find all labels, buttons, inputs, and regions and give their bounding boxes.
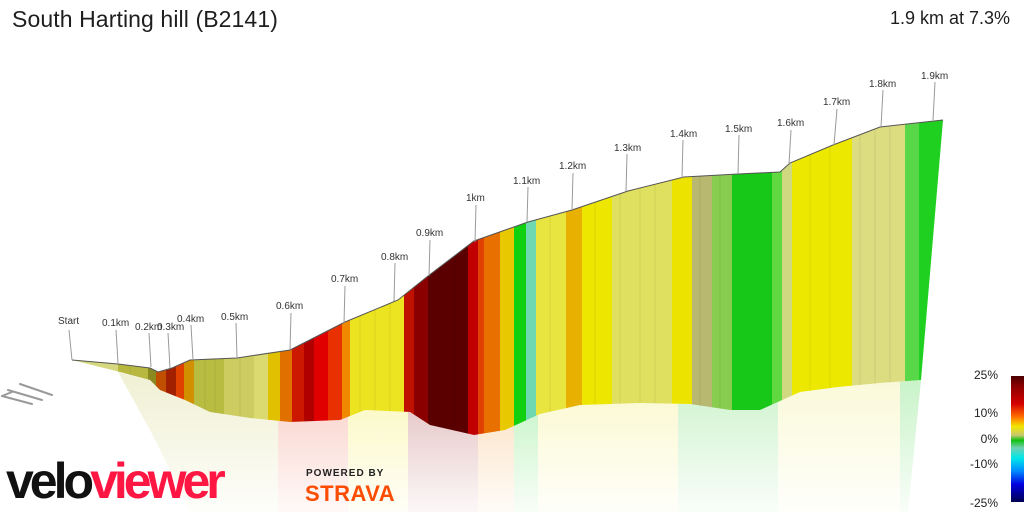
marker-label-0.4km: 0.4km bbox=[177, 314, 204, 325]
marker-label-0.7km: 0.7km bbox=[331, 274, 358, 285]
marker-label-1.2km: 1.2km bbox=[559, 161, 586, 172]
veloviewer-logo: veloviewer bbox=[6, 453, 226, 509]
axis-orientation-icon bbox=[1, 383, 53, 405]
marker-label-1.4km: 1.4km bbox=[670, 129, 697, 140]
marker-label-0.6km: 0.6km bbox=[276, 301, 303, 312]
marker-label-0.2km: 0.2km bbox=[135, 322, 162, 333]
marker-label-1.1km: 1.1km bbox=[513, 176, 540, 187]
legend-label-10: 10% bbox=[973, 406, 998, 420]
legend-label-0: 0% bbox=[980, 432, 998, 446]
segment-title: South Harting hill (B2141) bbox=[12, 6, 278, 32]
logo-viewer: viewer bbox=[90, 453, 226, 509]
marker-label-1.9km: 1.9km bbox=[921, 71, 948, 82]
marker-label-0.9km: 0.9km bbox=[416, 228, 443, 239]
strava-logo: STRAVA bbox=[305, 481, 396, 506]
legend-label-minus25: -25% bbox=[969, 496, 998, 510]
gradient-legend: 25% 10% 0% -10% -25% bbox=[954, 366, 1024, 512]
segment-summary: 1.9 km at 7.3% bbox=[889, 8, 1010, 28]
marker-label-start: Start bbox=[58, 316, 79, 327]
marker-label-0.5km: 0.5km bbox=[221, 312, 248, 323]
powered-by-label: POWERED BY bbox=[306, 468, 385, 479]
marker-label-1.8km: 1.8km bbox=[869, 79, 896, 90]
marker-label-0.3km: 0.3km bbox=[157, 322, 184, 333]
marker-label-1.5km: 1.5km bbox=[725, 124, 752, 135]
legend-label-minus10: -10% bbox=[969, 457, 998, 471]
profile-top-edge bbox=[71, 119, 944, 373]
logo-velo: velo bbox=[6, 453, 94, 509]
marker-label-0.8km: 0.8km bbox=[381, 252, 408, 263]
marker-label-1.6km: 1.6km bbox=[777, 118, 804, 129]
legend-label-25: 25% bbox=[973, 368, 998, 382]
marker-label-1.7km: 1.7km bbox=[823, 97, 850, 108]
marker-label-1km: 1km bbox=[466, 193, 485, 204]
gradient-color-scale bbox=[1011, 376, 1024, 502]
marker-label-0.1km: 0.1km bbox=[102, 318, 129, 329]
marker-label-1.3km: 1.3km bbox=[614, 143, 641, 154]
km-marker-stems bbox=[68, 81, 936, 369]
